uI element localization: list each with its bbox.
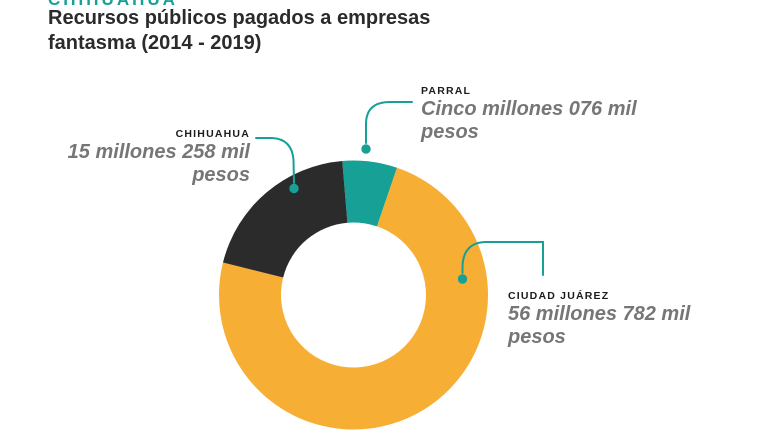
chart-title-line2: fantasma (2014 - 2019) <box>48 32 262 54</box>
callout-parral-value-line2: pesos <box>421 121 479 143</box>
callout-line-chihuahua <box>255 137 295 184</box>
donut-segment-ciudad-ju-rez <box>218 167 488 430</box>
callout-chihuahua-label: CHIHUAHUA <box>175 128 250 140</box>
header-kicker: CHIHUAHUA <box>48 0 178 10</box>
callout-line-juarez <box>461 241 544 276</box>
callout-dot-juarez <box>457 274 468 284</box>
callout-parral: PARRAL Cinco millones 076 mil pesos <box>421 84 637 144</box>
donut-segments <box>218 160 488 430</box>
callout-dot-chihuahua <box>289 183 299 194</box>
callout-dots <box>289 144 468 284</box>
chart-title-line1: Recursos públicos pagados a empresas <box>48 7 431 29</box>
donut-segment-parral <box>342 160 398 227</box>
callout-chihuahua-value-line1: 15 millones 258 mil <box>67 141 250 163</box>
callout-lines <box>255 101 544 276</box>
callout-line-parral <box>365 101 413 144</box>
callout-chihuahua: CHIHUAHUA 15 millones 258 mil pesos <box>0 127 250 187</box>
chart-title: Recursos públicos pagados a empresas fan… <box>48 6 430 56</box>
donut-segment-chihuahua <box>222 160 348 278</box>
callout-juarez-value-line2: pesos <box>508 326 566 348</box>
callout-parral-value-line1: Cinco millones 076 mil <box>421 98 637 120</box>
callout-juarez-label: CIUDAD JUÁREZ <box>508 290 610 302</box>
callout-juarez-value-line1: 56 millones 782 mil <box>508 303 691 325</box>
callout-parral-label: PARRAL <box>421 85 472 97</box>
callout-dot-parral <box>361 144 371 154</box>
callout-chihuahua-value-line2: pesos <box>192 164 250 186</box>
callout-juarez: CIUDAD JUÁREZ 56 millones 782 mil pesos <box>508 289 690 349</box>
